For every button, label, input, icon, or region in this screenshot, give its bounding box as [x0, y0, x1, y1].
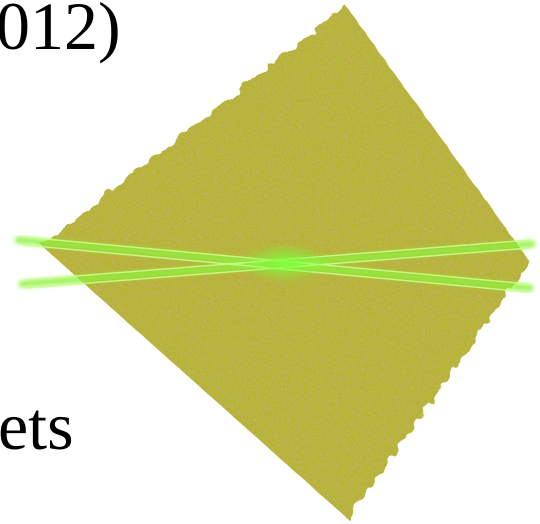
slide-text: 012)	[0, 0, 121, 64]
slide-text: ets	[0, 388, 74, 464]
streaks	[14, 236, 536, 293]
